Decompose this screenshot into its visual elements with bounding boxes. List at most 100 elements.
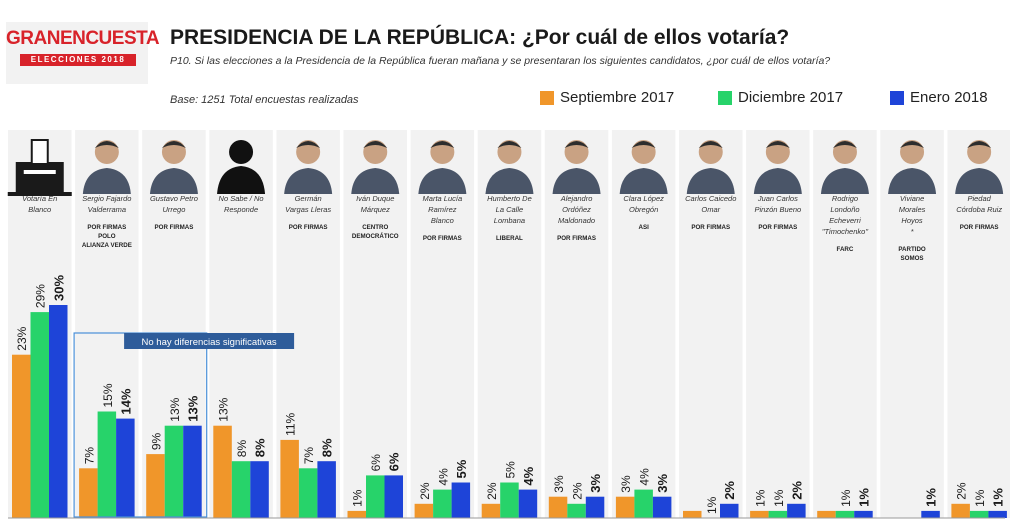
candidate-name-line: Morales — [899, 205, 926, 214]
candidate-portrait-head — [900, 140, 925, 164]
candidate-name-line: Germán — [295, 194, 322, 203]
data-label: 9% — [149, 432, 163, 450]
candidate-portrait-hair — [430, 141, 455, 148]
data-label: 8% — [253, 438, 268, 457]
candidate-portrait-body — [552, 168, 601, 194]
legend-swatch-ene — [890, 90, 904, 105]
candidate-portrait-body — [619, 168, 668, 194]
bar — [921, 510, 940, 518]
data-label: 29% — [34, 284, 48, 308]
candidate-column — [947, 130, 1010, 518]
candidate-party-line: POR FIRMAS — [557, 235, 596, 242]
annotation-label-bg — [124, 333, 295, 349]
bar — [500, 482, 519, 518]
candidate-name-line: Blanco — [28, 205, 51, 214]
ballot-box-slot — [23, 170, 56, 174]
data-label: 13% — [168, 397, 182, 421]
candidate-party-line: CENTRO — [362, 224, 388, 231]
bar — [298, 468, 318, 518]
legend-swatch-sep — [540, 90, 554, 105]
bar — [231, 461, 251, 518]
candidate-name-line: La Calle — [496, 205, 524, 214]
candidate-portrait-head — [94, 140, 119, 164]
candidate-party-line: FARC — [837, 246, 854, 253]
candidate-portrait-hair — [631, 141, 656, 148]
bar — [12, 354, 31, 518]
candidate-name-line: Iván Duque — [356, 194, 394, 203]
data-label: 3% — [619, 475, 633, 493]
candidate-party-line: DEMOCRÁTICO — [352, 233, 399, 240]
candidate-name-line: Responde — [224, 205, 258, 214]
candidate-party-line: POLO — [98, 233, 116, 240]
data-label: 2% — [418, 482, 432, 500]
candidate-name-line: Valderrama — [88, 205, 127, 214]
unknown-person-head-icon — [229, 140, 254, 164]
data-label: 11% — [284, 412, 298, 435]
data-label: 2% — [722, 481, 737, 500]
data-label: 2% — [485, 482, 499, 500]
candidate-party-line: POR FIRMAS — [87, 224, 126, 231]
bar — [30, 312, 49, 518]
bar — [280, 439, 299, 518]
bar — [567, 503, 586, 518]
bar — [49, 305, 68, 518]
candidate-name-line: Clara López — [623, 194, 664, 203]
candidate-portrait-hair — [900, 141, 925, 148]
logo: GRANENCUESTA ELECCIONES 2018 — [6, 22, 160, 84]
candidate-portrait-hair — [94, 141, 119, 148]
candidate-party-line: SOMOS — [901, 255, 924, 262]
candidate-column — [544, 130, 609, 518]
data-label: 1% — [924, 488, 939, 507]
data-label: 3% — [552, 475, 566, 493]
candidate-portrait-head — [430, 140, 455, 164]
bar — [768, 510, 788, 518]
data-label: 1% — [705, 496, 719, 514]
data-label: 1% — [839, 489, 853, 507]
candidate-name-line: Rodrigo — [832, 194, 858, 203]
candidate-name-line: Lombana — [494, 216, 525, 225]
candidate-column — [343, 130, 407, 518]
legend-label-dic: Diciembre 2017 — [738, 89, 844, 106]
data-label: 4% — [436, 468, 450, 486]
candidate-portrait-body — [888, 168, 937, 194]
bar — [854, 510, 873, 518]
candidate-name-line: Viviane — [900, 194, 924, 203]
candidate-column — [880, 130, 944, 518]
data-label: 1% — [991, 488, 1006, 507]
candidate-portrait-body — [686, 168, 735, 194]
candidate-portrait-hair — [497, 141, 522, 148]
candidate-portrait-body — [418, 168, 467, 194]
data-label: 3% — [655, 473, 670, 492]
candidate-portrait-hair — [564, 141, 589, 148]
bar — [317, 461, 336, 518]
candidate-column — [410, 130, 475, 518]
data-label: 1% — [753, 489, 767, 507]
candidate-portrait-body — [351, 168, 400, 194]
candidate-portrait-head — [564, 140, 589, 164]
logo-sub-text: ELECCIONES 2018 — [20, 54, 136, 66]
candidate-portrait-hair — [832, 141, 857, 148]
candidate-name-line: Urrego — [162, 205, 185, 214]
bar — [433, 489, 452, 518]
bar — [787, 503, 806, 518]
candidate-name-line: Juan Carlos — [757, 194, 798, 203]
candidate-party-line: POR FIRMAS — [758, 224, 797, 231]
candidate-portrait-body — [284, 168, 333, 194]
candidate-column — [477, 130, 542, 518]
candidate-name-line: Blanco — [431, 216, 454, 225]
data-label: 8% — [235, 440, 249, 458]
data-label: 3% — [588, 473, 603, 492]
candidate-portrait-head — [363, 140, 388, 164]
bar — [518, 489, 538, 518]
data-label: 14% — [118, 388, 133, 414]
bar — [250, 461, 269, 518]
candidate-name-line: Ramírez — [428, 205, 457, 214]
data-label: 2% — [571, 482, 585, 500]
data-label: 4% — [638, 468, 652, 486]
candidate-party-line: POR FIRMAS — [289, 224, 328, 231]
bar — [164, 425, 184, 518]
candidate-name-line: Vargas Lleras — [285, 205, 331, 214]
candidate-party-line: POR FIRMAS — [691, 224, 730, 231]
candidate-name-line: * — [911, 227, 915, 236]
